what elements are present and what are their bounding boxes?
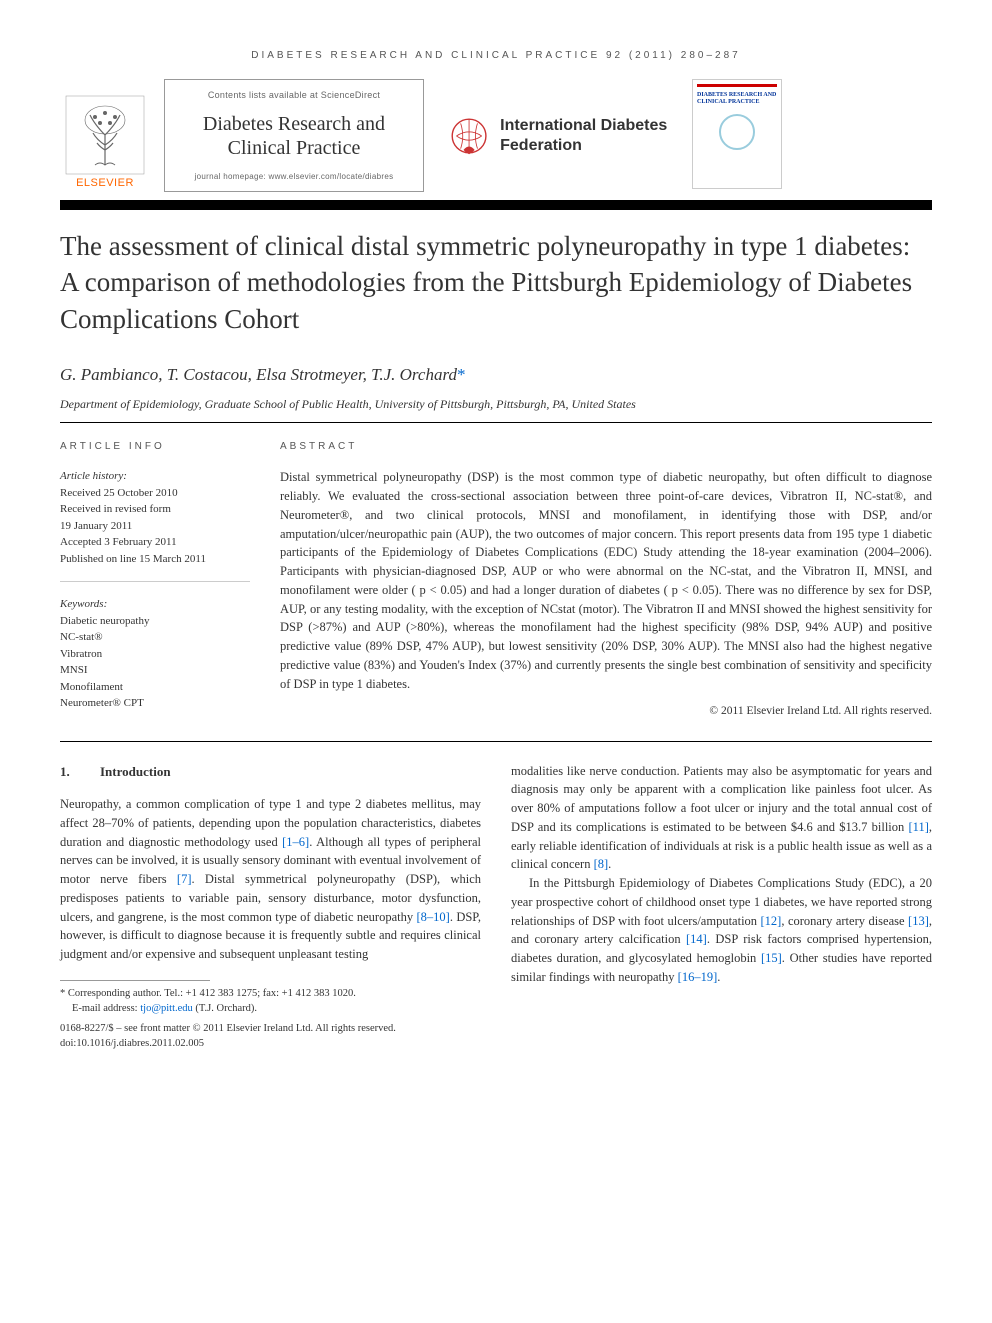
info-head: ARTICLE INFO bbox=[60, 439, 250, 454]
body-columns: 1.Introduction Neuropathy, a common comp… bbox=[60, 762, 932, 1017]
citation[interactable]: [13] bbox=[908, 914, 929, 928]
keyword: Neurometer® CPT bbox=[60, 695, 250, 712]
idf-logo-icon bbox=[448, 106, 490, 166]
history-label: Article history: bbox=[60, 468, 250, 485]
citation[interactable]: [16–19] bbox=[678, 970, 718, 984]
issn-line: 0168-8227/$ – see front matter © 2011 El… bbox=[60, 1022, 932, 1037]
section-title: Introduction bbox=[100, 764, 171, 779]
section-heading: 1.Introduction bbox=[60, 762, 481, 782]
idf-text: International Diabetes Federation bbox=[500, 116, 678, 154]
accepted: Accepted 3 February 2011 bbox=[60, 534, 250, 551]
citation[interactable]: [15] bbox=[761, 951, 782, 965]
homepage-line: journal homepage: www.elsevier.com/locat… bbox=[177, 172, 411, 181]
keyword: Monofilament bbox=[60, 679, 250, 696]
thick-rule bbox=[60, 200, 932, 210]
rule-above-abstract bbox=[60, 422, 932, 423]
info-abstract-row: ARTICLE INFO Article history: Received 2… bbox=[60, 439, 932, 720]
bottom-footnotes: 0168-8227/$ – see front matter © 2011 El… bbox=[60, 1022, 932, 1051]
keyword: Vibratron bbox=[60, 646, 250, 663]
footnote-rule bbox=[60, 980, 210, 981]
journal-box: Contents lists available at ScienceDirec… bbox=[164, 79, 424, 192]
abstract: ABSTRACT Distal symmetrical polyneuropat… bbox=[280, 439, 932, 720]
citation[interactable]: [7] bbox=[177, 872, 192, 886]
keyword: Diabetic neuropathy bbox=[60, 613, 250, 630]
rule-below-abstract bbox=[60, 741, 932, 742]
keyword: MNSI bbox=[60, 662, 250, 679]
body-col-right: modalities like nerve conduction. Patien… bbox=[511, 762, 932, 1017]
journal-title: Diabetes Research and Clinical Practice bbox=[177, 112, 411, 160]
authors: G. Pambianco, T. Costacou, Elsa Strotmey… bbox=[60, 365, 932, 385]
citation[interactable]: [12] bbox=[761, 914, 782, 928]
citation[interactable]: [8–10] bbox=[417, 910, 450, 924]
doi-line: doi:10.1016/j.diabres.2011.02.005 bbox=[60, 1037, 932, 1052]
body-col-left: 1.Introduction Neuropathy, a common comp… bbox=[60, 762, 481, 1017]
revised-line2: 19 January 2011 bbox=[60, 518, 250, 535]
published: Published on line 15 March 2011 bbox=[60, 551, 250, 568]
citation[interactable]: [11] bbox=[909, 820, 929, 834]
affiliation: Department of Epidemiology, Graduate Sch… bbox=[60, 397, 932, 412]
running-head: DIABETES RESEARCH AND CLINICAL PRACTICE … bbox=[60, 50, 932, 61]
email-line: E-mail address: tjo@pitt.edu (T.J. Orcha… bbox=[60, 1002, 481, 1017]
article-title: The assessment of clinical distal symmet… bbox=[60, 228, 932, 337]
elsevier-tree-icon bbox=[65, 95, 145, 175]
abstract-text: Distal symmetrical polyneuropathy (DSP) … bbox=[280, 468, 932, 693]
contents-line: Contents lists available at ScienceDirec… bbox=[177, 90, 411, 100]
masthead: ELSEVIER Contents lists available at Sci… bbox=[60, 79, 932, 192]
citation[interactable]: [8] bbox=[594, 857, 609, 871]
author-names: G. Pambianco, T. Costacou, Elsa Strotmey… bbox=[60, 365, 457, 384]
para-2: modalities like nerve conduction. Patien… bbox=[511, 762, 932, 875]
keyword: NC-stat® bbox=[60, 629, 250, 646]
received: Received 25 October 2010 bbox=[60, 485, 250, 502]
email-link[interactable]: tjo@pitt.edu bbox=[140, 1003, 193, 1014]
keywords-label: Keywords: bbox=[60, 596, 250, 613]
para-3: In the Pittsburgh Epidemiology of Diabet… bbox=[511, 874, 932, 987]
idf-block: International Diabetes Federation bbox=[438, 79, 678, 192]
corr-mark: * bbox=[457, 365, 466, 384]
abstract-head: ABSTRACT bbox=[280, 439, 932, 454]
article-info: ARTICLE INFO Article history: Received 2… bbox=[60, 439, 250, 720]
footnotes: * Corresponding author. Tel.: +1 412 383… bbox=[60, 987, 481, 1016]
corr-author-note: * Corresponding author. Tel.: +1 412 383… bbox=[60, 987, 481, 1002]
revised-line1: Received in revised form bbox=[60, 501, 250, 518]
copyright: © 2011 Elsevier Ireland Ltd. All rights … bbox=[280, 703, 932, 720]
citation[interactable]: [14] bbox=[686, 932, 707, 946]
cover-title: DIABETES RESEARCH AND CLINICAL PRACTICE bbox=[697, 92, 777, 105]
journal-cover-thumb: DIABETES RESEARCH AND CLINICAL PRACTICE bbox=[692, 79, 782, 189]
elsevier-label: ELSEVIER bbox=[76, 177, 134, 189]
para-1: Neuropathy, a common complication of typ… bbox=[60, 795, 481, 964]
citation[interactable]: [1–6] bbox=[282, 835, 309, 849]
section-num: 1. bbox=[60, 762, 100, 782]
elsevier-logo: ELSEVIER bbox=[60, 79, 150, 189]
